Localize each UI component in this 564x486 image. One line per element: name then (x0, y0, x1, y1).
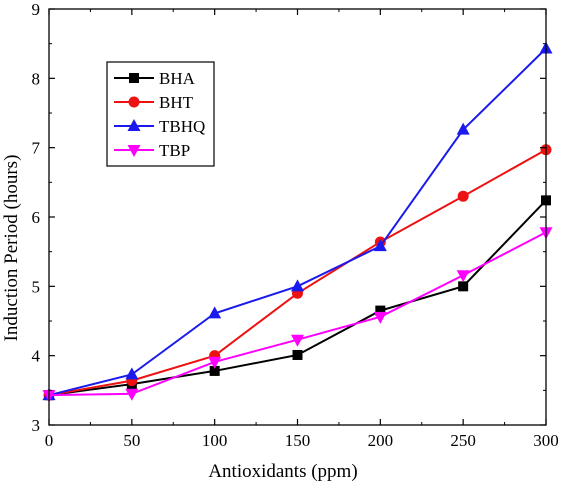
data-point-tbp (125, 388, 139, 401)
data-point-tbp (456, 270, 470, 283)
x-tick-label: 50 (123, 431, 140, 450)
x-axis-title: Antioxidants (ppm) (208, 461, 357, 482)
data-point-bha (375, 305, 386, 316)
data-point-bha (458, 281, 469, 292)
data-point-bha (209, 365, 220, 376)
y-tick-label: 9 (32, 0, 41, 19)
legend-label-bha: BHA (159, 69, 196, 88)
x-tick-label: 100 (202, 431, 228, 450)
data-point-tbhq (456, 122, 470, 135)
x-tick-label: 150 (285, 431, 311, 450)
x-tick-label: 0 (45, 431, 54, 450)
data-point-tbhq (208, 306, 222, 319)
series-line-tbp (48, 231, 547, 397)
data-point-bha (292, 349, 303, 360)
y-tick-label: 8 (32, 69, 41, 88)
y-tick-label: 5 (32, 277, 41, 296)
y-axis-title: Induction Period (hours) (1, 155, 22, 342)
x-tick-label: 300 (533, 431, 559, 450)
legend-marker-bha (129, 73, 139, 83)
y-tick-label: 4 (32, 347, 41, 366)
legend-label-bht: BHT (159, 93, 194, 112)
data-point-tbp (291, 334, 304, 347)
data-point-bht (457, 190, 469, 202)
data-point-tbhq (291, 279, 304, 292)
legend-box (106, 61, 215, 167)
axes: 0 50 100 150 200 250 300 3 4 5 6 7 8 9 (32, 0, 559, 450)
plot-area (42, 41, 553, 403)
y-tick-label: 3 (32, 416, 41, 435)
legend: BHA BHT TBHQ TBP (106, 61, 215, 167)
data-point-tbhq (125, 367, 139, 380)
legend-label-tbp: TBP (159, 141, 190, 160)
x-tick-label: 250 (450, 431, 476, 450)
x-tick-label: 200 (368, 431, 394, 450)
y-tick-label: 7 (32, 139, 41, 158)
y-tick-label: 6 (32, 208, 41, 227)
legend-label-tbhq: TBHQ (159, 117, 205, 136)
data-point-tbhq (373, 239, 387, 252)
data-point-tbp (373, 311, 387, 324)
legend-marker-tbp (127, 145, 141, 157)
legend-marker-bht (128, 96, 140, 108)
data-point-tbp (208, 356, 222, 369)
legend-marker-tbhq (127, 119, 141, 131)
